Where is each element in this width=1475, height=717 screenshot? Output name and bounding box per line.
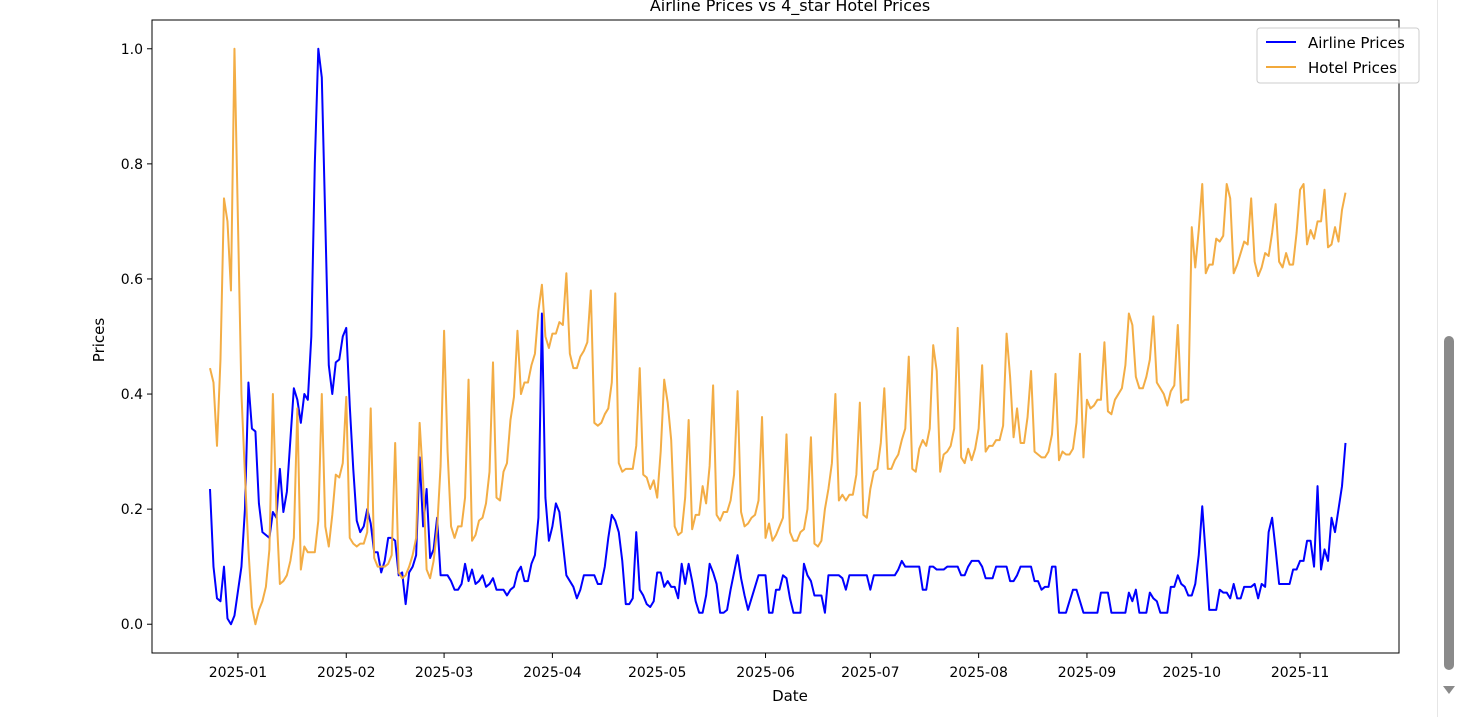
series-line-hotel [209,47,1347,626]
y-tick-label: 0.2 [121,502,143,518]
scrollbar-track [1437,0,1438,717]
y-axis-label: Prices [90,318,108,363]
x-tick-label: 2025-03 [415,665,474,681]
y-tick-label: 0.6 [121,272,143,288]
axes-frame [151,19,1400,654]
x-axis-label: Date [772,687,808,705]
legend-box [1256,27,1420,84]
x-tick-label: 2025-05 [628,665,687,681]
scrollbar-thumb[interactable] [1444,336,1454,670]
x-axis: 2025-01 2025-02 2025-03 2025-04 2025-05 2025-… [209,653,1330,681]
x-tick-label: 2025-08 [949,665,1008,681]
vertical-scrollbar[interactable] [1437,0,1475,717]
legend: Airline Prices Hotel Prices [1256,27,1420,84]
x-tick-label: 2025-11 [1271,665,1330,681]
y-tick-label: 0.4 [121,387,143,403]
x-tick-label: 2025-04 [523,665,582,681]
x-tick-label: 2025-09 [1058,665,1117,681]
scroll-down-arrow-icon[interactable] [1443,686,1455,694]
legend-label-hotel: Hotel Prices [1308,59,1397,77]
x-tick-label: 2025-01 [209,665,268,681]
y-tick-label: 1.0 [121,42,143,58]
legend-label-airline: Airline Prices [1308,34,1405,52]
plot-area [209,47,1347,626]
x-tick-label: 2025-10 [1163,665,1222,681]
y-axis: 0.0 0.2 0.4 0.6 0.8 1.0 [121,42,152,633]
x-tick-label: 2025-07 [841,665,900,681]
chart-title: Airline Prices vs 4_star Hotel Prices [650,0,930,16]
y-tick-label: 0.0 [121,617,143,633]
chart-canvas: Airline Prices vs 4_star Hotel Prices 0.… [90,0,1420,705]
x-tick-label: 2025-06 [736,665,795,681]
x-tick-label: 2025-02 [317,665,376,681]
series-line-airline [209,47,1347,626]
y-tick-label: 0.8 [121,157,143,173]
